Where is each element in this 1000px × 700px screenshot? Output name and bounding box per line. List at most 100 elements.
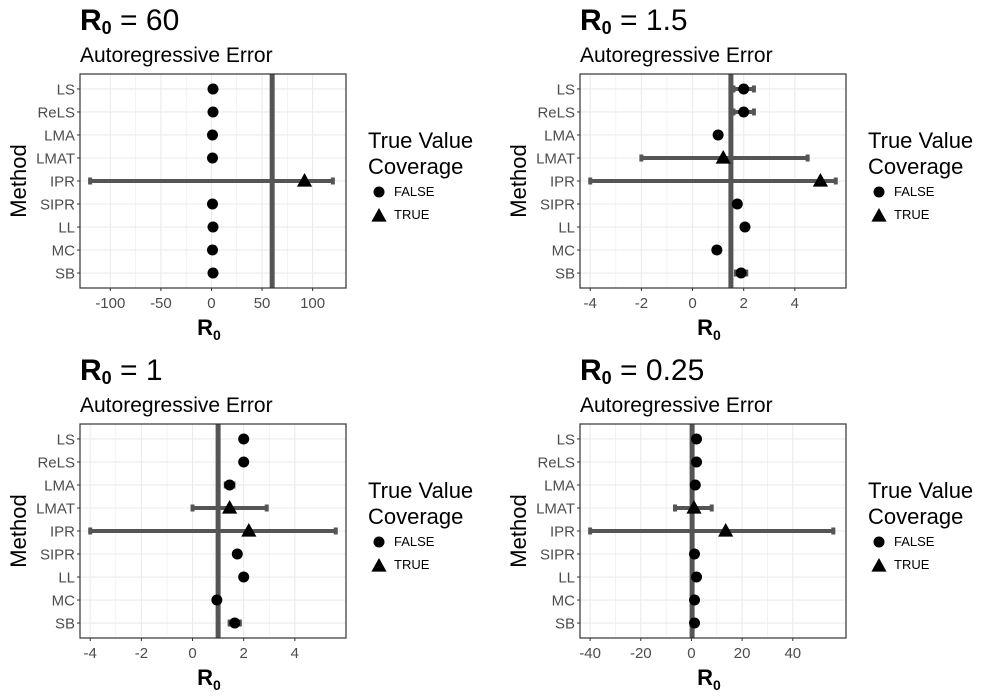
plot-area: LS ReLS LMA LMAT IPR SIPR LL MC SB -4 -2 0 2 4 R0 Metho… [506, 73, 847, 343]
x-tick-label: -4 [584, 295, 597, 312]
x-tick-label: 20 [734, 645, 751, 662]
y-tick-label: SB [55, 616, 75, 633]
point-circle [207, 221, 219, 233]
x-tick-label: 0 [188, 645, 196, 662]
x-tick-label: 0 [207, 295, 215, 312]
x-tick-label: 0 [687, 645, 695, 662]
point-triangle [718, 523, 734, 537]
plot-area: LS ReLS LMA LMAT IPR SIPR LL MC SB-40 -20 0 20 40 R0 M… [506, 423, 847, 693]
point-triangle [296, 173, 313, 187]
circle-key-icon [373, 536, 385, 547]
legend-title: True Value Coverage [368, 128, 474, 179]
y-axis-title: Method [506, 144, 531, 217]
x-axis-subscript: 0 [213, 677, 221, 693]
legend-item: FALSE [368, 530, 493, 553]
legend-item-label: TRUE [894, 557, 930, 572]
panel-title: R0 = 1.5 [580, 4, 688, 39]
panel-title: R0 = 1 [80, 354, 163, 389]
x-tick-label: 2 [240, 645, 248, 662]
y-tick-label: MC [52, 593, 75, 610]
point-circle [224, 479, 236, 491]
x-tick-label: -40 [579, 645, 601, 662]
point-circle [229, 617, 241, 629]
y-tick-label: MC [552, 243, 575, 260]
point-circle [207, 83, 219, 95]
y-tick-label: MC [552, 593, 575, 610]
triangle-key-shape [871, 207, 887, 222]
y-tick-label: LMAT [536, 150, 575, 167]
x-tick-label: 4 [791, 295, 799, 312]
circle-key-shape [873, 186, 885, 197]
legend-item: TRUE [868, 553, 993, 576]
legend-title: True Value Coverage [868, 128, 974, 179]
point-circle [712, 129, 724, 141]
y-axis-title: Method [6, 494, 31, 567]
y-tick-label: LMAT [36, 150, 75, 167]
panel-title: R0 = 0.25 [580, 354, 704, 389]
point-circle [689, 594, 701, 606]
x-axis-title: R0 [697, 665, 721, 693]
point-circle [238, 571, 250, 583]
legend-item: TRUE [368, 553, 493, 576]
point-circle [231, 548, 243, 560]
chart-panel: R0 = 0.25 Autoregressive Error LS ReLS LMA LM… [500, 350, 1000, 700]
legend-item-label: FALSE [394, 534, 435, 549]
y-tick-label: SIPR [540, 197, 575, 214]
y-tick-label: SB [555, 616, 575, 633]
x-tick-label: -2 [135, 645, 148, 662]
y-tick-label: LS [57, 81, 75, 98]
title-value: 0.25 [645, 354, 705, 387]
point-circle [689, 479, 701, 491]
point-circle [207, 106, 219, 118]
y-tick-label: ReLS [37, 104, 75, 121]
x-tick-label: -100 [95, 295, 125, 312]
point-circle [211, 594, 223, 606]
y-tick-label: ReLS [37, 454, 75, 471]
circle-key-shape [373, 536, 385, 547]
circle-key-shape [373, 186, 385, 197]
point-circle [738, 106, 750, 118]
x-axis-title: R0 [197, 665, 221, 693]
title-symbol: R [580, 4, 602, 37]
x-axis-symbol: R [197, 315, 213, 340]
circle-key-icon [373, 186, 385, 197]
triangle-key-icon [871, 557, 887, 572]
legend-item: FALSE [868, 530, 993, 553]
legend-item: TRUE [368, 203, 493, 226]
circle-key-shape [873, 536, 885, 547]
point-circle [238, 456, 250, 468]
title-equals: = [111, 4, 146, 37]
y-tick-label: LMAT [36, 500, 75, 517]
triangle-key-shape [371, 207, 387, 222]
title-value: 1.5 [645, 4, 688, 37]
title-subscript: 0 [601, 368, 612, 388]
x-tick-label: -50 [150, 295, 172, 312]
y-tick-label: IPR [550, 524, 575, 541]
title-equals: = [111, 354, 146, 387]
x-axis-subscript: 0 [213, 327, 221, 343]
panel-title: R0 = 60 [80, 4, 179, 39]
point-circle [206, 129, 218, 141]
point-circle [206, 152, 218, 164]
y-tick-label: SB [555, 266, 575, 283]
y-tick-label: IPR [550, 174, 575, 191]
point-triangle [812, 173, 829, 187]
y-tick-label: LL [558, 220, 575, 237]
legend-item-label: FALSE [894, 184, 935, 199]
legend-item-label: TRUE [394, 207, 430, 222]
x-tick-label: 0 [688, 295, 696, 312]
point-triangle [222, 499, 238, 514]
x-axis-symbol: R [697, 665, 713, 690]
legend-item: TRUE [868, 203, 993, 226]
y-tick-label: SIPR [40, 197, 75, 214]
x-axis-symbol: R [197, 665, 213, 690]
panel-subtitle: Autoregressive Error [580, 44, 773, 67]
legend-title: True Value Coverage [868, 478, 974, 529]
x-tick-label: -4 [84, 645, 97, 662]
y-tick-label: LL [58, 220, 75, 237]
point-circle [739, 221, 751, 233]
chart-panel: R0 = 60 Autoregressive Error LS ReLS LMA LMAT… [0, 0, 500, 350]
panel-subtitle: Autoregressive Error [80, 44, 273, 67]
plot-area: LS ReLS LMA LMAT IPR SIPR LL MC SB -100 -50 0 50 100 R… [6, 73, 347, 343]
point-circle [207, 267, 219, 279]
